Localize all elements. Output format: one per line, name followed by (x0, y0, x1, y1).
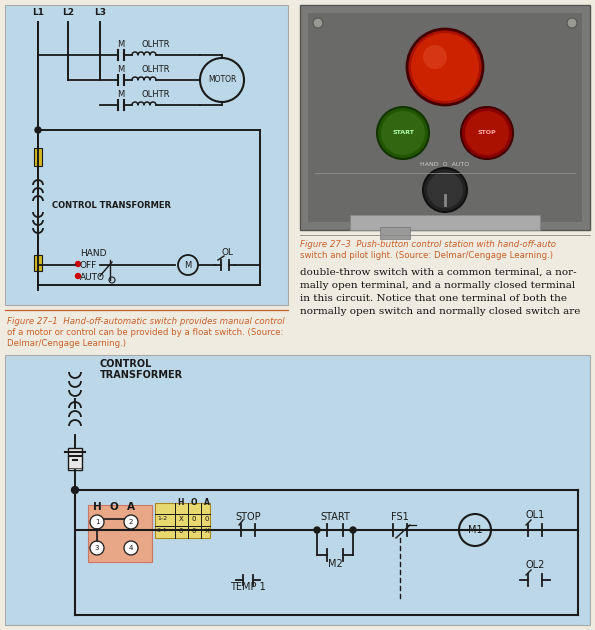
Text: START: START (320, 512, 350, 522)
Text: 1-2: 1-2 (157, 516, 167, 521)
Bar (380, 227, 410, 239)
Text: Figure 27–1  Hand-off-automatic switch provides manual control: Figure 27–1 Hand-off-automatic switch pr… (7, 317, 284, 326)
Text: A: A (127, 502, 135, 512)
Circle shape (411, 33, 479, 101)
Bar (68, 448, 82, 470)
Text: OFF: OFF (80, 261, 97, 270)
Bar (5, 5, 288, 305)
Text: M: M (184, 260, 192, 270)
Text: START: START (392, 130, 414, 135)
Text: M2: M2 (328, 559, 342, 569)
Text: of a motor or control can be provided by a float switch. (Source:: of a motor or control can be provided by… (7, 328, 283, 337)
Text: 0: 0 (192, 516, 196, 522)
Circle shape (461, 107, 513, 159)
Text: H: H (93, 502, 101, 512)
Text: 0: 0 (205, 516, 209, 522)
Text: 2: 2 (129, 519, 133, 525)
Text: M: M (117, 90, 124, 99)
Text: 0: 0 (178, 528, 183, 534)
Text: TRANSFORMER: TRANSFORMER (100, 370, 183, 380)
Bar (155, 503, 210, 538)
Circle shape (35, 127, 41, 133)
Text: in this circuit. Notice that one terminal of both the: in this circuit. Notice that one termina… (300, 294, 567, 303)
Text: CONTROL: CONTROL (100, 359, 152, 369)
Bar (88, 505, 152, 562)
Circle shape (407, 29, 483, 105)
Text: FS1: FS1 (391, 512, 409, 522)
Text: M: M (117, 40, 124, 49)
Text: switch and pilot light. (Source: Delmar/Cengage Learning.): switch and pilot light. (Source: Delmar/… (300, 251, 553, 260)
Bar (34, 255, 42, 271)
Bar (300, 5, 590, 230)
Circle shape (423, 45, 447, 69)
Circle shape (124, 515, 138, 529)
Text: M1: M1 (468, 525, 483, 535)
Text: 4: 4 (129, 545, 133, 551)
Text: STOP: STOP (478, 130, 496, 135)
Circle shape (90, 541, 104, 555)
Text: A: A (204, 498, 210, 507)
Text: double-throw switch with a common terminal, a nor-: double-throw switch with a common termin… (300, 268, 577, 277)
Circle shape (381, 111, 425, 155)
Circle shape (314, 527, 320, 533)
Text: Delmar/Cengage Learning.): Delmar/Cengage Learning.) (7, 339, 126, 348)
Text: X: X (205, 528, 209, 534)
Text: STOP: STOP (235, 512, 261, 522)
Circle shape (377, 107, 429, 159)
Circle shape (90, 515, 104, 529)
Circle shape (465, 111, 509, 155)
Text: L2: L2 (62, 8, 74, 17)
Text: OLHTR: OLHTR (142, 40, 170, 49)
Circle shape (350, 527, 356, 533)
Text: CONTROL TRANSFORMER: CONTROL TRANSFORMER (52, 200, 171, 210)
Text: O: O (109, 502, 118, 512)
Text: HAND  O  AUTO: HAND O AUTO (421, 163, 469, 168)
Text: 0: 0 (192, 528, 196, 534)
Text: TEMP 1: TEMP 1 (230, 582, 266, 592)
Circle shape (313, 18, 323, 28)
Bar (5, 355, 590, 625)
Text: 3: 3 (95, 545, 99, 551)
Circle shape (76, 273, 80, 278)
Circle shape (71, 486, 79, 493)
Circle shape (423, 168, 467, 212)
Text: L3: L3 (94, 8, 106, 17)
Text: X: X (178, 516, 183, 522)
Text: AUTO: AUTO (80, 273, 105, 282)
Bar (308, 13, 582, 222)
Text: OLHTR: OLHTR (142, 65, 170, 74)
Text: mally open terminal, and a normally closed terminal: mally open terminal, and a normally clos… (300, 281, 575, 290)
Text: OLHTR: OLHTR (142, 90, 170, 99)
Text: HAND: HAND (80, 249, 107, 258)
Text: M: M (117, 65, 124, 74)
Text: L1: L1 (32, 8, 44, 17)
Text: OL: OL (222, 248, 234, 257)
Text: 1: 1 (95, 519, 99, 525)
Bar (34, 148, 42, 166)
Text: OL1: OL1 (525, 510, 544, 520)
Text: normally open switch and normally closed switch are: normally open switch and normally closed… (300, 307, 580, 316)
Text: O: O (191, 498, 198, 507)
Text: H: H (178, 498, 184, 507)
Circle shape (427, 172, 463, 208)
Circle shape (76, 261, 80, 266)
Text: 3-4: 3-4 (157, 528, 167, 533)
Text: Figure 27–3  Push-button control station with hand-off-auto: Figure 27–3 Push-button control station … (300, 240, 556, 249)
Circle shape (567, 18, 577, 28)
Circle shape (124, 541, 138, 555)
Bar (350, 215, 540, 230)
Text: MOTOR: MOTOR (208, 76, 236, 84)
Text: OL2: OL2 (525, 560, 544, 570)
